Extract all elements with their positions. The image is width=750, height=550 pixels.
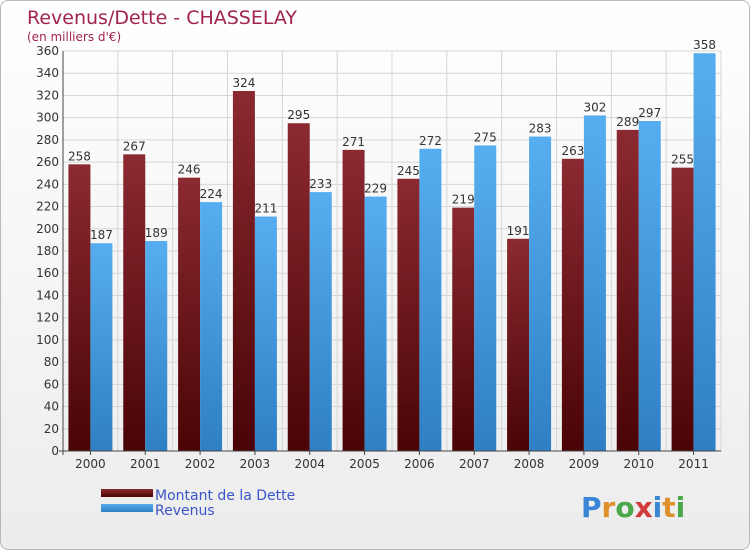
x-tick-label: 2009 [569, 457, 600, 471]
y-tick-label: 100 [36, 333, 59, 347]
data-label-revenus: 272 [419, 134, 442, 148]
bar-dette [616, 129, 639, 451]
bar-dette [671, 167, 694, 451]
bar-revenus [200, 202, 223, 451]
data-label-revenus: 358 [693, 38, 716, 52]
y-tick-label: 220 [36, 200, 59, 214]
bar-revenus [254, 216, 277, 451]
data-label-revenus: 224 [200, 187, 223, 201]
bar-revenus [364, 196, 387, 451]
bar-revenus [90, 243, 113, 451]
bar-revenus [145, 241, 168, 451]
grid-layer [62, 50, 722, 452]
data-label-dette: 271 [342, 135, 365, 149]
data-label-revenus: 297 [638, 106, 661, 120]
y-tick-label: 200 [36, 222, 59, 236]
data-label-dette: 245 [397, 164, 420, 178]
data-label-dette: 255 [671, 153, 694, 167]
bar-dette [452, 207, 475, 451]
legend-label-revenus: Revenus [155, 503, 215, 519]
x-tick-label: 2008 [514, 457, 545, 471]
y-tick-label: 120 [36, 311, 59, 325]
bar-dette [342, 149, 365, 451]
data-label-revenus: 283 [529, 122, 552, 136]
data-label-dette: 267 [123, 139, 146, 153]
bar-dette [68, 164, 91, 452]
y-tick-label: 340 [36, 66, 59, 80]
data-label-revenus: 233 [309, 177, 332, 191]
data-label-revenus: 187 [90, 228, 113, 242]
bar-dette [287, 123, 310, 451]
y-tick-label: 240 [36, 177, 59, 191]
data-label-dette: 191 [507, 224, 530, 238]
data-label-dette: 263 [561, 144, 584, 158]
bar-revenus [309, 192, 332, 451]
y-tick-label: 160 [36, 266, 59, 280]
bar-revenus [638, 121, 661, 451]
x-tick-label: 2000 [75, 457, 106, 471]
chart-subtitle: (en milliers d'€) [27, 30, 121, 44]
bar-dette [178, 177, 201, 451]
x-tick-label: 2005 [349, 457, 380, 471]
y-tick-label: 40 [44, 400, 59, 414]
data-label-dette: 246 [178, 163, 201, 177]
bar-dette [561, 158, 584, 451]
bar-revenus [529, 136, 552, 452]
data-label-dette: 324 [232, 76, 255, 90]
y-tick-label: 180 [36, 244, 59, 258]
x-tick-label: 2003 [240, 457, 271, 471]
y-tick-label: 300 [36, 111, 59, 125]
data-label-revenus: 275 [474, 130, 497, 144]
chart-title: Revenus/Dette - CHASSELAY [27, 7, 297, 29]
x-tick-label: 2010 [623, 457, 654, 471]
bar-revenus [474, 145, 497, 451]
legend-swatch-revenus [101, 504, 153, 512]
bar-dette [232, 91, 255, 451]
y-tick-label: 0 [51, 444, 59, 458]
y-tick-label: 280 [36, 133, 59, 147]
x-tick-label: 2002 [185, 457, 216, 471]
legend: Montant de la Dette Revenus [101, 488, 295, 519]
bar-dette [397, 178, 420, 451]
x-tick-label: 2001 [130, 457, 161, 471]
data-label-dette: 219 [452, 193, 475, 207]
data-label-revenus: 189 [145, 226, 168, 240]
legend-label-debt: Montant de la Dette [155, 488, 295, 504]
data-label-revenus: 302 [583, 100, 606, 114]
x-tick-label: 2007 [459, 457, 490, 471]
axis-layer: 0 20 40 60 80 100 120 140 160 180 200 220 240 260 280 3… [36, 44, 721, 471]
data-label-dette: 258 [68, 149, 91, 163]
data-label-revenus: 229 [364, 182, 387, 196]
bar-dette [507, 238, 530, 451]
x-tick-label: 2006 [404, 457, 435, 471]
bar-dette [123, 154, 146, 452]
data-label-dette: 289 [616, 115, 639, 129]
proxiti-logo: Proxiti [581, 491, 685, 524]
y-tick-label: 60 [44, 377, 59, 391]
bar-revenus [693, 53, 716, 451]
bar-revenus [583, 115, 606, 451]
x-tick-label: 2004 [294, 457, 325, 471]
y-tick-label: 260 [36, 155, 59, 169]
labels-layer: 258 187 267 189 246 224 324 211 295 233 271 229 245 2… [68, 38, 716, 242]
proxiti-logo-text: Proxiti [581, 491, 685, 524]
y-tick-label: 20 [44, 422, 59, 436]
y-tick-label: 80 [44, 355, 59, 369]
x-tick-label: 2011 [678, 457, 709, 471]
y-tick-label: 140 [36, 288, 59, 302]
bars-layer [68, 53, 716, 452]
y-tick-label: 320 [36, 88, 59, 102]
y-tick-label: 360 [36, 44, 59, 58]
bar-revenus [419, 148, 442, 451]
data-label-revenus: 211 [254, 202, 277, 216]
legend-swatch-debt [101, 489, 153, 497]
data-label-dette: 295 [287, 108, 310, 122]
